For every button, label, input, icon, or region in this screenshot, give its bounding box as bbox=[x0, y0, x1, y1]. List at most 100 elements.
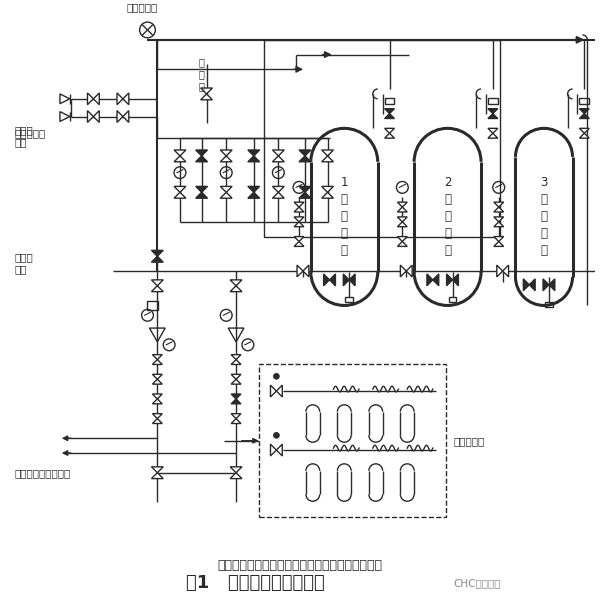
Polygon shape bbox=[196, 187, 208, 192]
Polygon shape bbox=[322, 150, 334, 156]
Polygon shape bbox=[297, 265, 303, 277]
Polygon shape bbox=[529, 279, 535, 291]
Polygon shape bbox=[231, 394, 241, 399]
Polygon shape bbox=[248, 150, 260, 156]
Polygon shape bbox=[397, 222, 407, 227]
Polygon shape bbox=[88, 93, 94, 105]
Polygon shape bbox=[385, 133, 394, 138]
Polygon shape bbox=[303, 265, 309, 277]
Polygon shape bbox=[248, 192, 260, 198]
Polygon shape bbox=[230, 473, 242, 479]
Polygon shape bbox=[488, 114, 498, 119]
Polygon shape bbox=[272, 192, 284, 198]
Polygon shape bbox=[406, 265, 412, 277]
Polygon shape bbox=[277, 444, 282, 456]
Text: 1
号
储
氢
罐: 1 号 储 氢 罐 bbox=[341, 176, 348, 258]
Polygon shape bbox=[231, 399, 241, 404]
Polygon shape bbox=[397, 241, 407, 246]
Polygon shape bbox=[174, 156, 186, 162]
Polygon shape bbox=[329, 274, 335, 286]
Polygon shape bbox=[230, 286, 242, 292]
Text: 卸氢汇
流排: 卸氢汇 流排 bbox=[14, 125, 34, 147]
Polygon shape bbox=[231, 414, 241, 418]
Polygon shape bbox=[494, 241, 503, 246]
Polygon shape bbox=[271, 444, 277, 456]
Polygon shape bbox=[299, 150, 311, 156]
Polygon shape bbox=[322, 156, 334, 162]
Text: 3
号
储
氢
罐: 3 号 储 氢 罐 bbox=[541, 176, 548, 258]
Polygon shape bbox=[123, 111, 129, 122]
Polygon shape bbox=[385, 128, 394, 133]
Polygon shape bbox=[151, 467, 163, 473]
Polygon shape bbox=[494, 207, 503, 212]
Polygon shape bbox=[322, 192, 334, 198]
Polygon shape bbox=[152, 355, 162, 359]
Polygon shape bbox=[385, 109, 394, 114]
Polygon shape bbox=[231, 379, 241, 384]
Polygon shape bbox=[272, 150, 284, 156]
Polygon shape bbox=[543, 279, 549, 291]
Polygon shape bbox=[152, 379, 162, 384]
Polygon shape bbox=[152, 359, 162, 364]
Text: CHC氢能大会: CHC氢能大会 bbox=[454, 578, 501, 588]
Polygon shape bbox=[220, 192, 232, 198]
Polygon shape bbox=[494, 237, 503, 241]
Text: 供氢汇
流排: 供氢汇 流排 bbox=[14, 252, 34, 274]
Bar bbox=[580, 98, 589, 104]
Text: 2
号
储
氢
罐: 2 号 储 氢 罐 bbox=[444, 176, 451, 258]
Polygon shape bbox=[152, 394, 162, 399]
Polygon shape bbox=[152, 418, 162, 424]
Polygon shape bbox=[248, 156, 260, 162]
Polygon shape bbox=[196, 156, 208, 162]
Polygon shape bbox=[494, 202, 503, 207]
Polygon shape bbox=[196, 192, 208, 198]
Polygon shape bbox=[94, 93, 99, 105]
Polygon shape bbox=[200, 88, 212, 94]
Polygon shape bbox=[151, 286, 163, 292]
Polygon shape bbox=[151, 473, 163, 479]
Polygon shape bbox=[397, 237, 407, 241]
Polygon shape bbox=[123, 93, 129, 105]
Polygon shape bbox=[497, 265, 503, 277]
Text: 至主厂房发电机系统: 至主厂房发电机系统 bbox=[14, 468, 71, 478]
Polygon shape bbox=[294, 222, 304, 227]
Polygon shape bbox=[397, 207, 407, 212]
Bar bbox=[345, 297, 353, 302]
Polygon shape bbox=[488, 133, 498, 138]
Polygon shape bbox=[231, 374, 241, 379]
Polygon shape bbox=[433, 274, 439, 286]
Polygon shape bbox=[271, 385, 277, 397]
Polygon shape bbox=[117, 93, 123, 105]
Polygon shape bbox=[446, 274, 452, 286]
Polygon shape bbox=[151, 256, 163, 262]
Polygon shape bbox=[272, 187, 284, 192]
Polygon shape bbox=[549, 279, 555, 291]
Polygon shape bbox=[488, 109, 498, 114]
Polygon shape bbox=[231, 418, 241, 424]
Polygon shape bbox=[88, 111, 94, 122]
Polygon shape bbox=[452, 274, 458, 286]
Polygon shape bbox=[322, 187, 334, 192]
Polygon shape bbox=[299, 187, 311, 192]
Polygon shape bbox=[220, 150, 232, 156]
Polygon shape bbox=[299, 156, 311, 162]
Polygon shape bbox=[323, 274, 329, 286]
Polygon shape bbox=[503, 265, 509, 277]
Polygon shape bbox=[231, 355, 241, 359]
Polygon shape bbox=[294, 237, 304, 241]
Polygon shape bbox=[151, 250, 163, 256]
Bar bbox=[385, 98, 394, 104]
Polygon shape bbox=[200, 94, 212, 100]
Text: 图1   氢气供应系统流程图: 图1 氢气供应系统流程图 bbox=[187, 574, 325, 592]
Polygon shape bbox=[231, 359, 241, 364]
Polygon shape bbox=[294, 217, 304, 222]
Polygon shape bbox=[397, 217, 407, 222]
Polygon shape bbox=[117, 111, 123, 122]
Bar bbox=[449, 297, 457, 302]
Bar bbox=[259, 364, 446, 517]
Polygon shape bbox=[272, 156, 284, 162]
Text: （注：安全阀及管道未标出，黑色阀门为常闭门）: （注：安全阀及管道未标出，黑色阀门为常闭门） bbox=[218, 559, 383, 572]
Bar bbox=[488, 98, 498, 104]
Polygon shape bbox=[580, 133, 589, 138]
Polygon shape bbox=[385, 114, 394, 119]
